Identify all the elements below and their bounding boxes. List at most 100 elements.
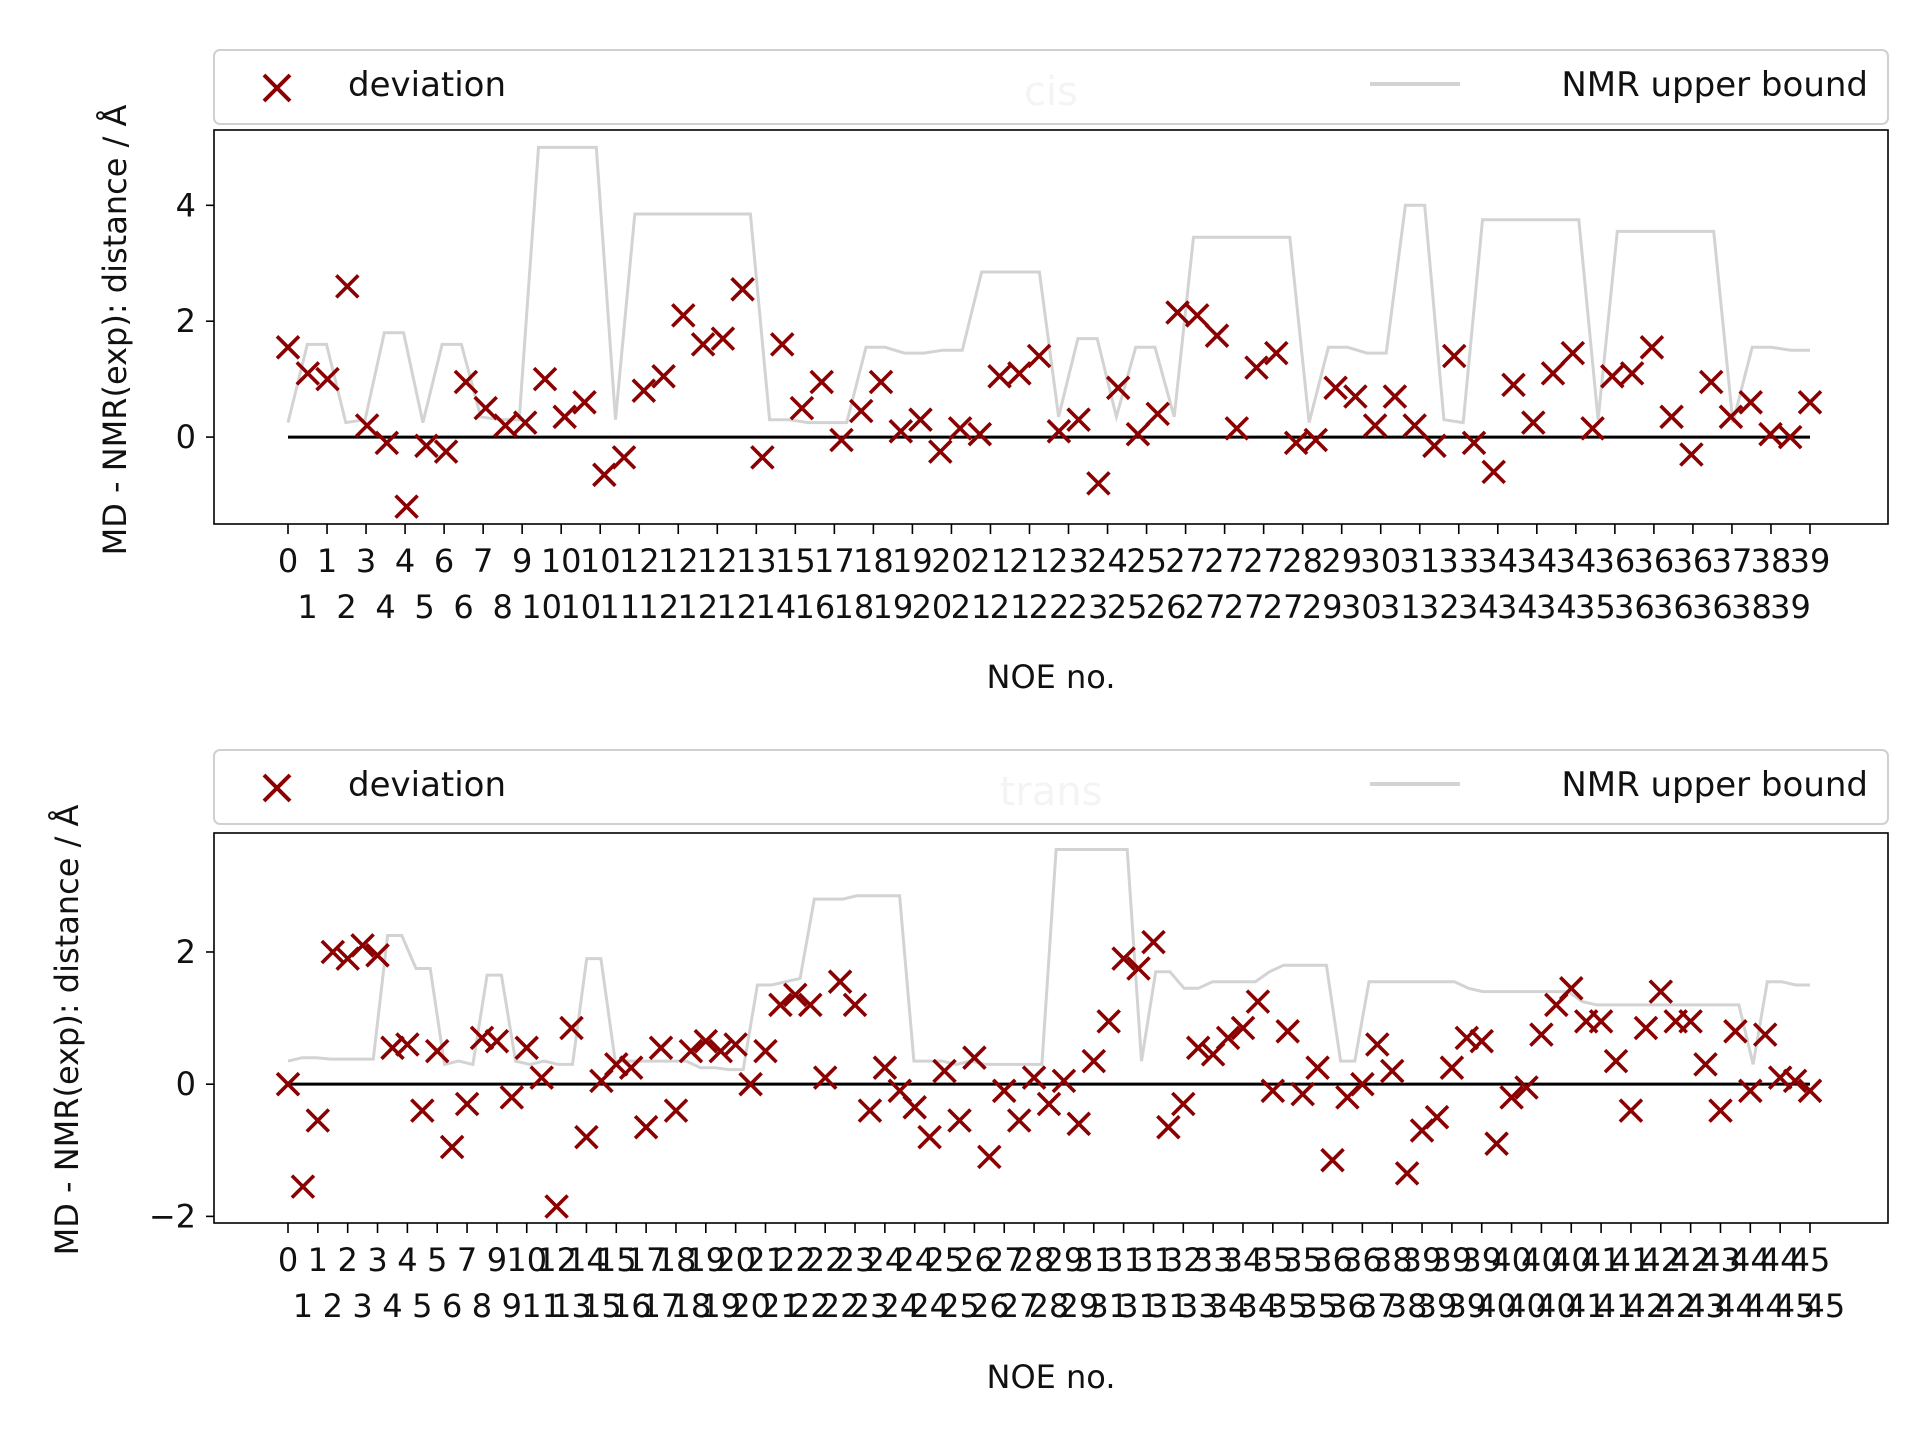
- trans-deviation-point: [1588, 1009, 1614, 1034]
- trans-deviation-point: [380, 1035, 405, 1061]
- cis-x-tick-label: 35: [1575, 588, 1616, 626]
- trans-x-tick-label: 22: [805, 1241, 846, 1279]
- trans-x-tick-label: 43: [1700, 1241, 1741, 1279]
- trans-deviation-point: [424, 1038, 450, 1064]
- cis-deviation-point: [1323, 375, 1348, 401]
- trans-x-tick-label: 39: [1402, 1241, 1443, 1279]
- cis-deviation-point: [987, 364, 1012, 389]
- trans-deviation-point: [1171, 1091, 1196, 1117]
- trans-deviation-point: [1230, 1015, 1256, 1041]
- trans-x-tick-label: 38: [1372, 1241, 1413, 1279]
- trans-deviation-point: [1185, 1035, 1211, 1061]
- trans-x-tick-label: 15: [596, 1241, 637, 1279]
- trans-deviation-point: [723, 1032, 748, 1057]
- cis-deviation-point: [1343, 384, 1368, 409]
- trans-deviation-point: [1036, 1091, 1062, 1117]
- cis-x-tick-label: 6: [434, 542, 454, 580]
- trans-deviation-point: [1439, 1055, 1465, 1080]
- trans-deviation-point: [1126, 956, 1151, 981]
- trans-x-tick-label: 9: [502, 1287, 522, 1325]
- cis-deviation-point: [631, 378, 657, 403]
- trans-legend-box: [213, 749, 1889, 825]
- trans-y-tick-label: 0: [176, 1065, 196, 1103]
- trans-deviation-point: [559, 1015, 584, 1041]
- trans-y-tick-label: 2: [176, 933, 196, 971]
- cis-x-tick-label: 2: [336, 588, 356, 626]
- cis-x-tick-label: 30: [1360, 542, 1401, 580]
- trans-deviation-point: [827, 969, 853, 994]
- cis-x-tick-label: 10: [521, 588, 562, 626]
- cis-x-tick-label: 28: [1282, 542, 1323, 580]
- cis-x-tick-label: 12: [619, 542, 660, 580]
- trans-deviation-point: [783, 982, 808, 1008]
- trans-x-tick-label: 36: [1342, 1241, 1383, 1279]
- trans-x-tick-label: 33: [1193, 1241, 1234, 1279]
- cis-x-tick-label: 6: [453, 588, 473, 626]
- trans-deviation-point: [1514, 1075, 1539, 1100]
- trans-x-tick-label: 35: [1282, 1241, 1323, 1279]
- trans-x-tick-label: 12: [536, 1241, 577, 1279]
- cis-deviation-point: [1441, 343, 1467, 369]
- cis-x-tick-label: 27: [1165, 542, 1206, 580]
- trans-deviation-point: [1723, 1019, 1748, 1044]
- cis-x-tick-label: 25: [1107, 588, 1148, 626]
- cis-deviation-point: [809, 369, 834, 395]
- cis-deviation-point: [1698, 369, 1724, 395]
- trans-deviation-point: [1633, 1015, 1659, 1041]
- trans-x-tick-label: 22: [820, 1287, 861, 1325]
- trans-x-tick-label: 34: [1208, 1287, 1249, 1325]
- cis-deviation-point: [1184, 303, 1210, 328]
- trans-x-tick-label: 27: [999, 1287, 1040, 1325]
- trans-deviation-point: [529, 1065, 554, 1090]
- trans-deviation-point: [1484, 1131, 1509, 1156]
- trans-deviation-point: [1111, 946, 1136, 971]
- trans-x-tick-label: 21: [760, 1287, 801, 1325]
- cis-x-tick-label: 36: [1634, 542, 1675, 580]
- trans-x-tick-label: 24: [879, 1287, 920, 1325]
- trans-x-tick-label: 44: [1760, 1241, 1801, 1279]
- trans-x-tick-label: 29: [1058, 1287, 1099, 1325]
- trans-deviation-point: [574, 1124, 599, 1150]
- trans-deviation-point: [1424, 1104, 1450, 1130]
- trans-deviation-point: [1738, 1078, 1763, 1104]
- cis-deviation-point: [1540, 361, 1566, 386]
- trans-x-tick-label: 45: [1775, 1287, 1816, 1325]
- trans-x-tick-label: 3: [367, 1241, 387, 1279]
- cis-x-tick-label: 31: [1380, 588, 1421, 626]
- cis-deviation-point: [1797, 390, 1823, 415]
- trans-x-tick-label: 41: [1611, 1241, 1652, 1279]
- trans-x-tick-label: 31: [1133, 1241, 1174, 1279]
- cis-deviation-point: [710, 326, 736, 351]
- cis-x-tick-label: 9: [512, 542, 532, 580]
- cis-x-tick-label: 36: [1614, 588, 1655, 626]
- trans-x-tick-label: 42: [1626, 1287, 1667, 1325]
- trans-deviation-point: [365, 943, 390, 968]
- cis-deviation-point: [1758, 421, 1783, 447]
- trans-x-tick-label: 33: [1178, 1287, 1219, 1325]
- trans-deviation-point: [1350, 1071, 1375, 1097]
- trans-deviation-point: [902, 1095, 927, 1120]
- cis-x-tick-label: 7: [473, 542, 493, 580]
- cis-x-tick-label: 24: [1087, 542, 1128, 580]
- trans-legend-deviation-label: deviation: [348, 765, 506, 805]
- trans-deviation-point: [917, 1124, 942, 1150]
- trans-x-tick-label: 20: [715, 1241, 756, 1279]
- cis-x-tick-label: 26: [1146, 588, 1187, 626]
- cis-deviation-point: [1679, 442, 1704, 467]
- trans-deviation-point: [1782, 1068, 1808, 1094]
- cis-x-tick-label: 5: [414, 588, 434, 626]
- trans-deviation-point: [1618, 1098, 1644, 1123]
- cis-deviation-point: [1600, 364, 1625, 389]
- cis-x-tick-label: 25: [1126, 542, 1167, 580]
- trans-x-tick-label: 35: [1297, 1287, 1338, 1325]
- trans-deviation-point: [1245, 989, 1271, 1014]
- trans-deviation-point: [753, 1038, 778, 1064]
- cis-deviation-point: [1461, 430, 1487, 456]
- cis-deviation-point: [888, 419, 914, 444]
- cis-deviation-point: [453, 369, 479, 395]
- trans-x-tick-label: 36: [1312, 1241, 1353, 1279]
- cis-x-tick-label: 29: [1302, 588, 1343, 626]
- trans-x-tick-label: 5: [427, 1241, 447, 1279]
- cis-deviation-point: [1580, 416, 1605, 441]
- cis-x-tick-label: 12: [716, 588, 757, 626]
